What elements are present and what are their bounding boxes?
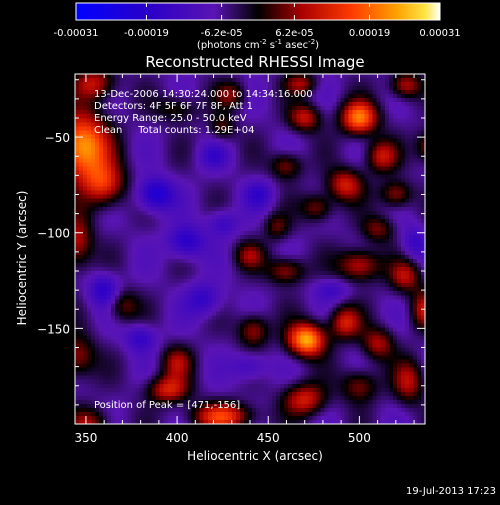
timestamp: 19-Jul-2013 17:23 (406, 486, 496, 497)
colorbar-tick-label: -0.00031 (54, 28, 99, 39)
x-tick-label: 450 (257, 431, 280, 445)
heatmap-image (75, 74, 425, 424)
y-tick-label: −100 (37, 227, 70, 241)
colorbar-tick-labels: -0.00031 -0.00019 -6.2e-05 6.2e-05 0.00019 0.… (54, 28, 461, 39)
colorbar-tick-label: 6.2e-05 (275, 28, 313, 39)
info-time-range: 13-Dec-2006 14:30:24.000 to 14:34:16.000 (94, 89, 313, 100)
x-tick-label: 500 (348, 431, 371, 445)
image-info-block: 13-Dec-2006 14:30:24.000 to 14:34:16.000… (94, 89, 313, 136)
plot-title: Reconstructed RHESSI Image (145, 53, 364, 71)
y-tick-label: −50 (45, 131, 70, 145)
heatmap-container (75, 74, 425, 424)
colorbar-tick-label: -6.2e-05 (201, 28, 243, 39)
x-tick-label: 350 (74, 431, 97, 445)
x-axis-ticks: 350 400 450 500 (74, 74, 415, 445)
colorbar-gradient (75, 2, 441, 21)
colorbar-unit-label: (photons cm-2 s-1 asec-2) (197, 38, 319, 51)
colorbar-tick-label: 0.00019 (349, 28, 390, 39)
info-clean-counts: Clean Total counts: 1.29E+04 (94, 125, 254, 136)
peak-position-text: Position of Peak = [471,-156] (94, 400, 240, 411)
info-detectors: Detectors: 4F 5F 6F 7F 8F, Att 1 (94, 101, 253, 112)
colorbar-ticks (75, 3, 441, 20)
y-axis-label: Heliocentric Y (arcsec) (15, 191, 29, 326)
x-tick-label: 400 (166, 431, 189, 445)
info-energy-range: Energy Range: 25.0 - 50.0 keV (94, 113, 247, 124)
y-tick-label: −150 (37, 322, 70, 336)
colorbar: -0.00031 -0.00019 -6.2e-05 6.2e-05 0.00019 0.… (54, 2, 461, 51)
colorbar-tick-label: -0.00019 (124, 28, 169, 39)
colorbar-tick-label: 0.00031 (419, 28, 460, 39)
y-axis-ticks: −50 −100 −150 (37, 79, 425, 406)
x-axis-label: Heliocentric X (arcsec) (187, 449, 323, 463)
